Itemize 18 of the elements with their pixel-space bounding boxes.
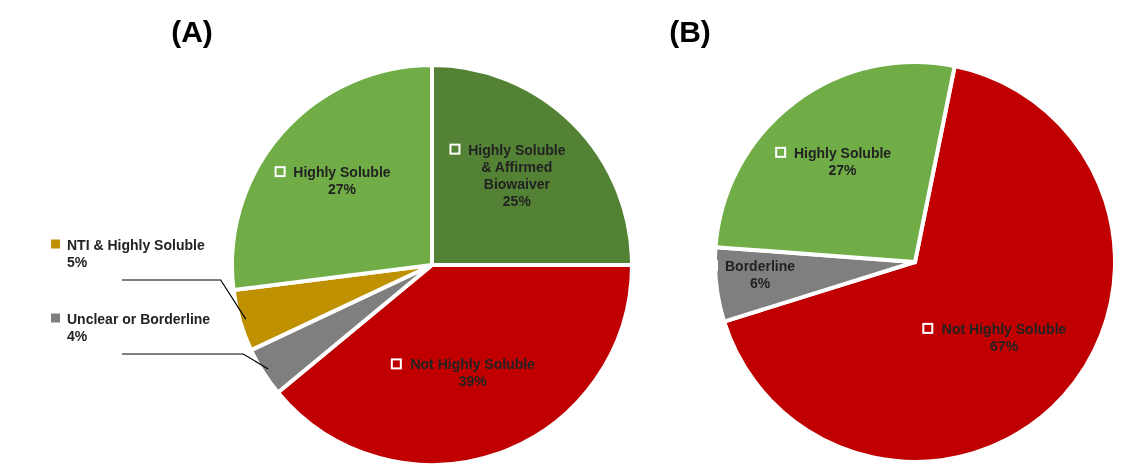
data-label: 27%: [828, 161, 858, 178]
data-label: 5%: [67, 253, 88, 270]
data-label: 39%: [458, 373, 488, 390]
data-label: 4%: [67, 327, 88, 344]
slice-label: Not Highly Soluble: [410, 356, 536, 373]
data-label: 6%: [749, 275, 771, 292]
legend-label: NTI & Highly Soluble: [67, 236, 205, 253]
data-label: 25%: [502, 192, 532, 209]
slice-label: Borderline: [725, 258, 796, 275]
data-label: 67%: [990, 337, 1019, 354]
slice-label: Highly Soluble: [793, 144, 892, 161]
slice-label: Highly Soluble & Affirmed Biowaiver: [468, 141, 566, 192]
data-label: 27%: [327, 181, 357, 198]
chart-title: (A): [171, 15, 213, 48]
slice-label: Highly Soluble: [293, 164, 391, 181]
legend-label: Unclear or Borderline: [67, 310, 211, 327]
chart-title: (B): [669, 15, 711, 48]
slice-label: Not Highly Soluble: [941, 320, 1067, 337]
